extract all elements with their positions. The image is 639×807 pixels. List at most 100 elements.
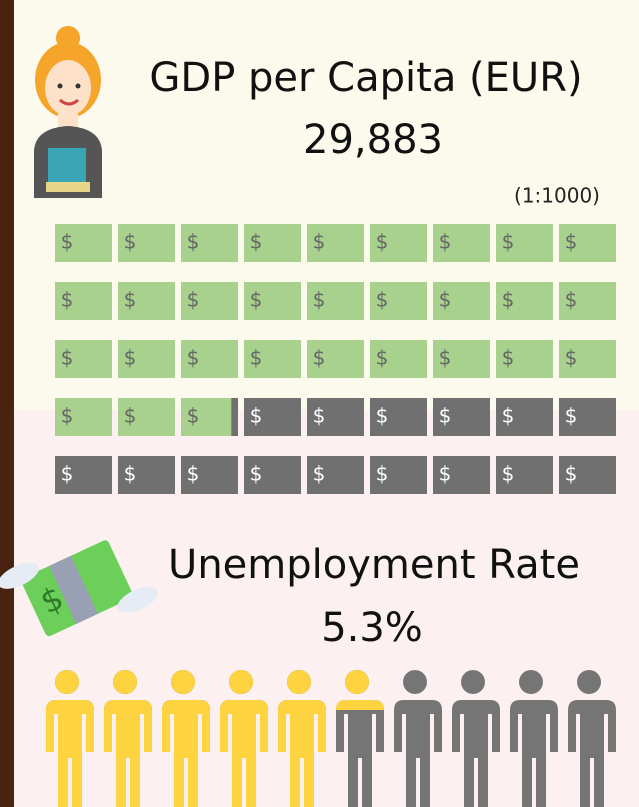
bill-symbol: $: [376, 462, 389, 486]
bill-symbol: $: [187, 346, 200, 370]
bill: $: [559, 282, 616, 320]
person: [278, 670, 326, 807]
bill-symbol: $: [313, 288, 326, 312]
bill: $: [181, 340, 238, 378]
bill-symbol: $: [439, 288, 452, 312]
bill-symbol: $: [502, 462, 515, 486]
money-icon: $: [0, 540, 159, 637]
bill: $: [55, 224, 112, 262]
bill-symbol: $: [124, 230, 137, 254]
bill-symbol: $: [313, 230, 326, 254]
bill: $: [370, 224, 427, 262]
bill: $: [118, 224, 175, 262]
bill-symbol: $: [124, 462, 137, 486]
bill-symbol: $: [502, 346, 515, 370]
bill-symbol: $: [61, 230, 74, 254]
bill: $: [496, 340, 553, 378]
bill: $: [118, 282, 175, 320]
bill: $: [496, 398, 553, 436]
bill-symbol: $: [187, 288, 200, 312]
bill: $: [559, 340, 616, 378]
bill: $: [55, 340, 112, 378]
bill-symbol: $: [439, 230, 452, 254]
bill-symbol: $: [376, 346, 389, 370]
bill-symbol: $: [565, 230, 578, 254]
bill: $: [55, 456, 112, 494]
person: [46, 670, 94, 807]
bill-symbol: $: [187, 230, 200, 254]
bill-symbol: $: [124, 346, 137, 370]
bill: $: [307, 282, 364, 320]
bill-symbol: $: [250, 462, 263, 486]
bill-symbol: $: [439, 462, 452, 486]
bill-symbol: $: [250, 230, 263, 254]
bill: $: [433, 224, 490, 262]
person: [336, 670, 384, 807]
bill: $: [244, 398, 301, 436]
bill-symbol: $: [565, 462, 578, 486]
bill: $: [496, 456, 553, 494]
bill-symbol: $: [313, 346, 326, 370]
person: [394, 670, 442, 807]
bill-symbol: $: [439, 404, 452, 428]
bill: $: [307, 456, 364, 494]
bill: $: [181, 224, 238, 262]
bill: $: [55, 398, 112, 436]
bill: $: [370, 282, 427, 320]
bill-symbol: $: [124, 288, 137, 312]
bill: $: [559, 224, 616, 262]
bill-symbol: $: [250, 288, 263, 312]
bill-symbol: $: [124, 404, 137, 428]
gdp-title: GDP per Capita (EUR): [149, 55, 582, 101]
woman-icon: [34, 26, 102, 198]
bill-symbol: $: [376, 404, 389, 428]
bill: $: [559, 398, 616, 436]
bill: $: [181, 398, 238, 436]
bill-symbol: $: [565, 288, 578, 312]
bill: $: [118, 340, 175, 378]
person: [220, 670, 268, 807]
bill: $: [307, 224, 364, 262]
bill: $: [307, 340, 364, 378]
bill: $: [433, 282, 490, 320]
person: [568, 670, 616, 807]
bill: $: [118, 398, 175, 436]
bill-symbol: $: [502, 404, 515, 428]
scale-label: (1:1000): [514, 184, 600, 208]
bill-symbol: $: [502, 230, 515, 254]
bill-symbol: $: [250, 346, 263, 370]
bill: $: [244, 224, 301, 262]
bill-symbol: $: [187, 462, 200, 486]
bill-symbol: $: [376, 288, 389, 312]
unemployment-value: 5.3%: [321, 605, 423, 651]
bill: $: [433, 340, 490, 378]
bill: $: [244, 456, 301, 494]
person: [162, 670, 210, 807]
bill: $: [559, 456, 616, 494]
bill: $: [307, 398, 364, 436]
side-strip: [0, 0, 14, 807]
bill-symbol: $: [565, 346, 578, 370]
bill: $: [433, 456, 490, 494]
bill-symbol: $: [61, 288, 74, 312]
bill-symbol: $: [502, 288, 515, 312]
bill-symbol: $: [61, 346, 74, 370]
bill: $: [181, 282, 238, 320]
bill: $: [244, 340, 301, 378]
bill: $: [433, 398, 490, 436]
bill: $: [55, 282, 112, 320]
bill-symbol: $: [313, 462, 326, 486]
bill: $: [496, 224, 553, 262]
person: [510, 670, 558, 807]
bill-symbol: $: [313, 404, 326, 428]
bill-symbol: $: [187, 404, 200, 428]
bill: $: [370, 456, 427, 494]
bill-symbol: $: [250, 404, 263, 428]
person: [104, 670, 152, 807]
gdp-value: 29,883: [303, 117, 443, 163]
person: [452, 670, 500, 807]
bill: $: [118, 456, 175, 494]
bill: $: [370, 340, 427, 378]
